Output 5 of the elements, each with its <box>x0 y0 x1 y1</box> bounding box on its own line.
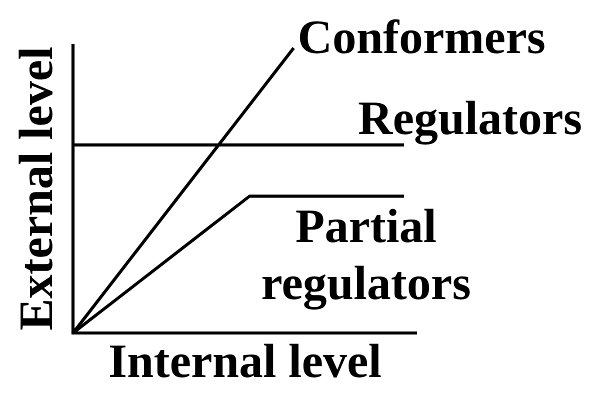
series-label: Regulators <box>358 92 582 145</box>
x-axis-title: Internal level <box>108 335 382 388</box>
series-label: Partial regulators <box>261 200 471 310</box>
series-label: Conformers <box>298 11 546 64</box>
y-axis-title: External level <box>10 46 63 330</box>
